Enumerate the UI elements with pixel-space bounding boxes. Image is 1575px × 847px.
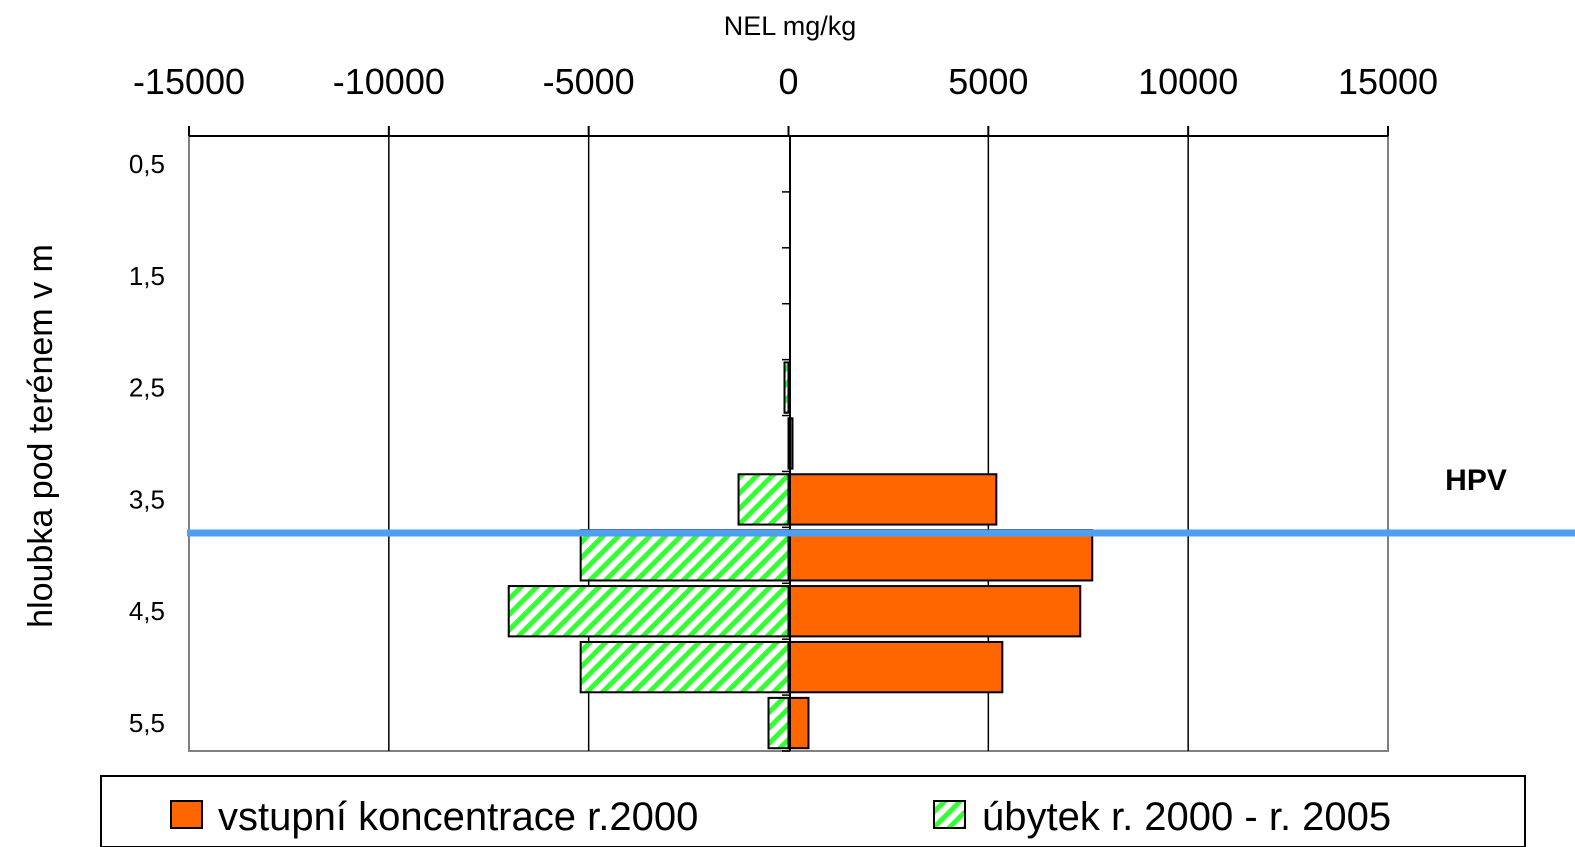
bars (507, 361, 1094, 750)
chart-title: NEL mg/kg (724, 11, 857, 41)
x-tick-label: 10000 (1138, 61, 1238, 102)
y-tick-labels: 0,5 1,5 2,5 3,5 4,5 5,5 (129, 149, 165, 738)
bar-concentration (787, 529, 1094, 582)
legend-box (100, 775, 1526, 847)
y-tick-label: 2,5 (129, 373, 165, 403)
legend-swatch-concentration (170, 800, 203, 829)
legend-label-concentration: vstupní koncentrace r.2000 (218, 795, 698, 839)
bar-decrease (579, 640, 790, 694)
legend-label-decrease: úbytek r. 2000 - r. 2005 (982, 795, 1391, 839)
bar-decrease (579, 529, 790, 582)
bar-concentration (787, 473, 998, 526)
x-tick-label: 15000 (1338, 61, 1438, 102)
y-tick-marks (782, 135, 790, 752)
legend: vstupní koncentrace r.2000 úbytek r. 200… (100, 775, 1526, 847)
bar-concentration (787, 696, 810, 750)
y-tick-label: 1,5 (129, 261, 165, 291)
bar-decrease (507, 585, 790, 638)
bar-concentration (787, 585, 1082, 638)
bar-decrease (767, 696, 790, 750)
bar-concentration (787, 640, 1004, 694)
bar-decrease (783, 361, 790, 414)
bar-decrease (737, 473, 790, 526)
x-tick-labels: -15000 -10000 -5000 0 5000 10000 15000 (133, 61, 1438, 102)
legend-swatch-decrease (933, 800, 966, 829)
y-tick-label: 0,5 (129, 149, 165, 179)
x-tick-label: -5000 (543, 61, 635, 102)
x-tick-marks (188, 126, 1389, 136)
y-tick-label: 3,5 (129, 484, 165, 514)
x-tick-label: 5000 (948, 61, 1028, 102)
x-tick-label: -15000 (133, 61, 245, 102)
y-tick-label: 5,5 (129, 708, 165, 738)
x-tick-label: -10000 (333, 61, 445, 102)
y-tick-label: 4,5 (129, 596, 165, 626)
y-axis-label: hloubka pod terénem v m (22, 244, 60, 628)
hpv-label: HPV (1445, 464, 1507, 497)
x-tick-label: 0 (778, 61, 798, 102)
